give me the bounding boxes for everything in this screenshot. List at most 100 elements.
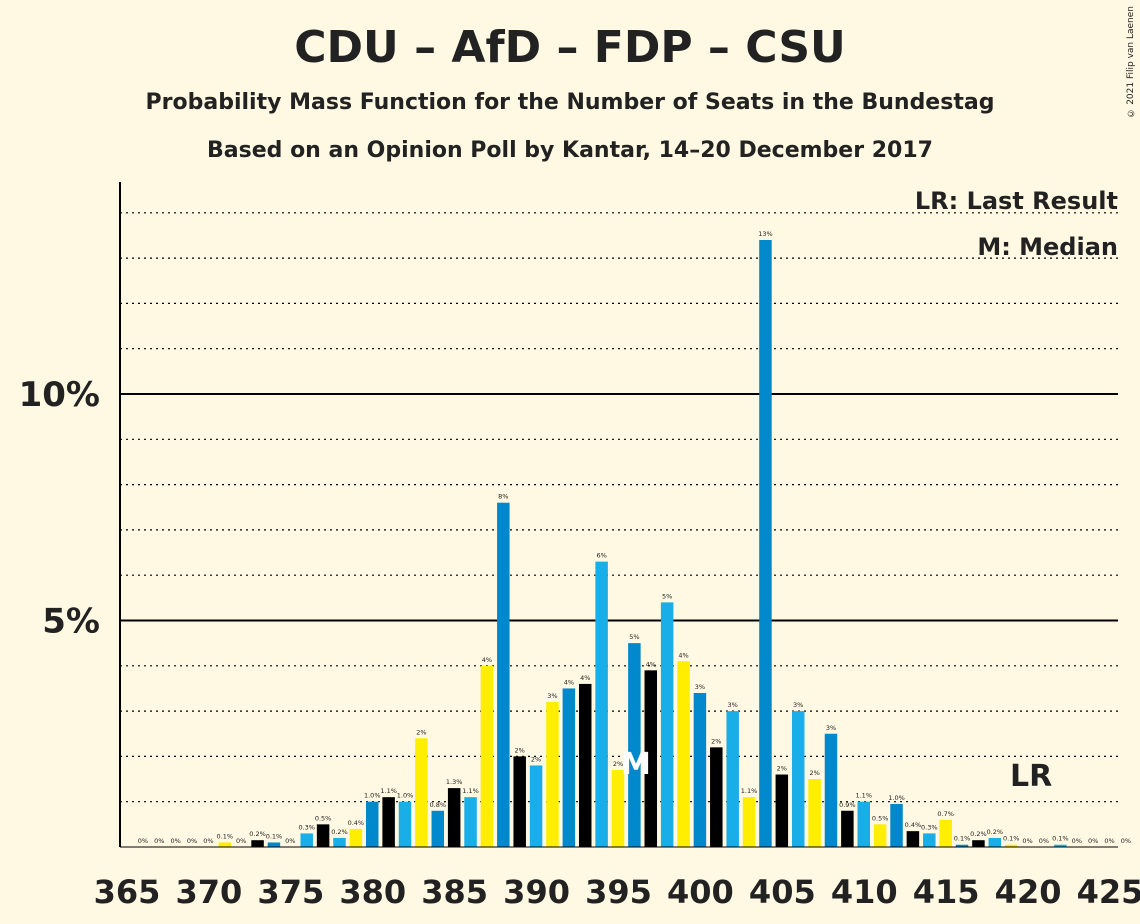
bar-seat-383 <box>415 738 428 847</box>
bar-seat-379 <box>349 828 363 847</box>
bar-seat-391 <box>546 702 559 847</box>
bar-value-label: 2% <box>531 755 541 763</box>
bar-value-label: 3% <box>793 701 803 709</box>
bar-seat-389 <box>513 756 526 847</box>
bar-value-label: 0.8% <box>430 801 447 809</box>
bar-value-label: 13% <box>758 230 772 238</box>
bar-seat-415 <box>939 819 952 847</box>
bar-value-label: 0.2% <box>987 828 1004 836</box>
bar-value-label: 0.4% <box>348 819 365 827</box>
x-tick-label: 415 <box>913 873 980 911</box>
bar-value-label: 0% <box>1022 837 1032 845</box>
bar-value-label: 0% <box>285 837 295 845</box>
x-tick-label: 400 <box>667 873 734 911</box>
bar-value-label: 0% <box>1088 837 1098 845</box>
bar-value-label: 0.1% <box>954 835 971 843</box>
bar-seat-382 <box>398 801 412 847</box>
bar-seat-410 <box>857 801 870 847</box>
bar-value-label: 3% <box>826 724 836 732</box>
x-tick-label: 375 <box>257 873 324 911</box>
x-tick-label: 425 <box>1077 873 1140 911</box>
bar-value-label: 0% <box>138 837 148 845</box>
bar-value-label: 0.7% <box>937 810 954 818</box>
bar-value-label: 4% <box>678 651 688 659</box>
bar-value-label: 2% <box>711 737 721 745</box>
bar-seat-411 <box>873 824 887 847</box>
bar-value-label: 1.1% <box>741 787 758 795</box>
bar-value-label: 3% <box>728 701 738 709</box>
x-tick-label: 385 <box>421 873 488 911</box>
bar-seat-412 <box>890 803 903 847</box>
bar-seat-386 <box>464 797 477 847</box>
bar-value-label: 0.5% <box>872 814 889 822</box>
bar-value-label: 0.1% <box>217 832 234 840</box>
bar-seat-400 <box>693 692 707 847</box>
bar-seat-380 <box>366 801 379 847</box>
bar-value-label: 0.1% <box>266 832 283 840</box>
bar-value-label: 0% <box>187 837 197 845</box>
bar-value-label: 1.1% <box>855 792 872 800</box>
bar-seat-398 <box>660 602 674 847</box>
legend-median: M: Median <box>977 233 1118 261</box>
bar-value-label: 4% <box>482 656 492 664</box>
bar-value-label: 0.2% <box>249 830 266 838</box>
bar-seat-418 <box>988 837 1002 847</box>
bar-seat-422 <box>1054 844 1067 847</box>
bar-seat-399 <box>677 661 690 847</box>
legend-last-result: LR: Last Result <box>914 187 1118 215</box>
x-tick-label: 405 <box>749 873 816 911</box>
bar-seat-407 <box>808 779 821 847</box>
bar-value-label: 0.3% <box>298 823 315 831</box>
bar-seat-395 <box>611 769 625 847</box>
bar-seat-374 <box>267 842 281 847</box>
bar-seat-403 <box>742 797 756 847</box>
bar-value-label: 0.2% <box>331 828 348 836</box>
chart-title: CDU – AfD – FDP – CSU <box>294 22 846 73</box>
bar-seat-384 <box>431 810 445 847</box>
bar-value-label: 0% <box>170 837 180 845</box>
bar-value-label: 0% <box>1121 837 1131 845</box>
bar-seat-397 <box>644 670 658 847</box>
bar-seat-401 <box>710 747 723 847</box>
bar-value-label: 2% <box>809 769 819 777</box>
bar-value-label: 1.1% <box>380 787 397 795</box>
bar-value-label: 1.1% <box>462 787 479 795</box>
bar-seat-393 <box>578 683 592 847</box>
bar-value-label: 5% <box>629 633 639 641</box>
bar-seat-385 <box>447 788 461 847</box>
x-tick-label: 395 <box>585 873 652 911</box>
bar-value-label: 2% <box>777 765 787 773</box>
bar-seat-373 <box>251 840 264 847</box>
bar-value-label: 2% <box>613 760 623 768</box>
bar-seat-419 <box>1004 844 1018 847</box>
bar-value-label: 1.3% <box>446 778 463 786</box>
bar-seat-376 <box>300 833 313 847</box>
bar-value-label: 0% <box>154 837 164 845</box>
bar-seat-394 <box>595 561 608 847</box>
bar-seat-387 <box>480 665 494 847</box>
bar-value-label: 0.5% <box>315 814 332 822</box>
bar-value-label: 6% <box>596 552 606 560</box>
bar-value-label: 0.1% <box>1003 835 1020 843</box>
bar-seat-388 <box>497 502 510 847</box>
bar-value-label: 0.1% <box>1052 835 1069 843</box>
bar-seat-377 <box>316 824 330 847</box>
bar-value-label: 3% <box>547 692 557 700</box>
bar-value-label: 0.2% <box>970 830 987 838</box>
bar-value-label: 0% <box>236 837 246 845</box>
bar-value-label: 2% <box>416 728 426 736</box>
bar-seat-396 <box>628 643 641 847</box>
bar-seat-416 <box>955 844 969 847</box>
bar-seat-405 <box>775 774 789 847</box>
bar-seat-406 <box>791 711 805 847</box>
bar-value-label: 0% <box>1072 837 1082 845</box>
bar-value-label: 4% <box>564 678 574 686</box>
bar-value-label: 0% <box>1104 837 1114 845</box>
y-tick-label: 5% <box>42 602 100 642</box>
bar-value-label: 0.9% <box>839 801 856 809</box>
bar-seat-413 <box>906 831 920 847</box>
x-tick-label: 390 <box>503 873 570 911</box>
bar-seat-409 <box>841 810 854 847</box>
bar-seat-408 <box>824 733 838 847</box>
